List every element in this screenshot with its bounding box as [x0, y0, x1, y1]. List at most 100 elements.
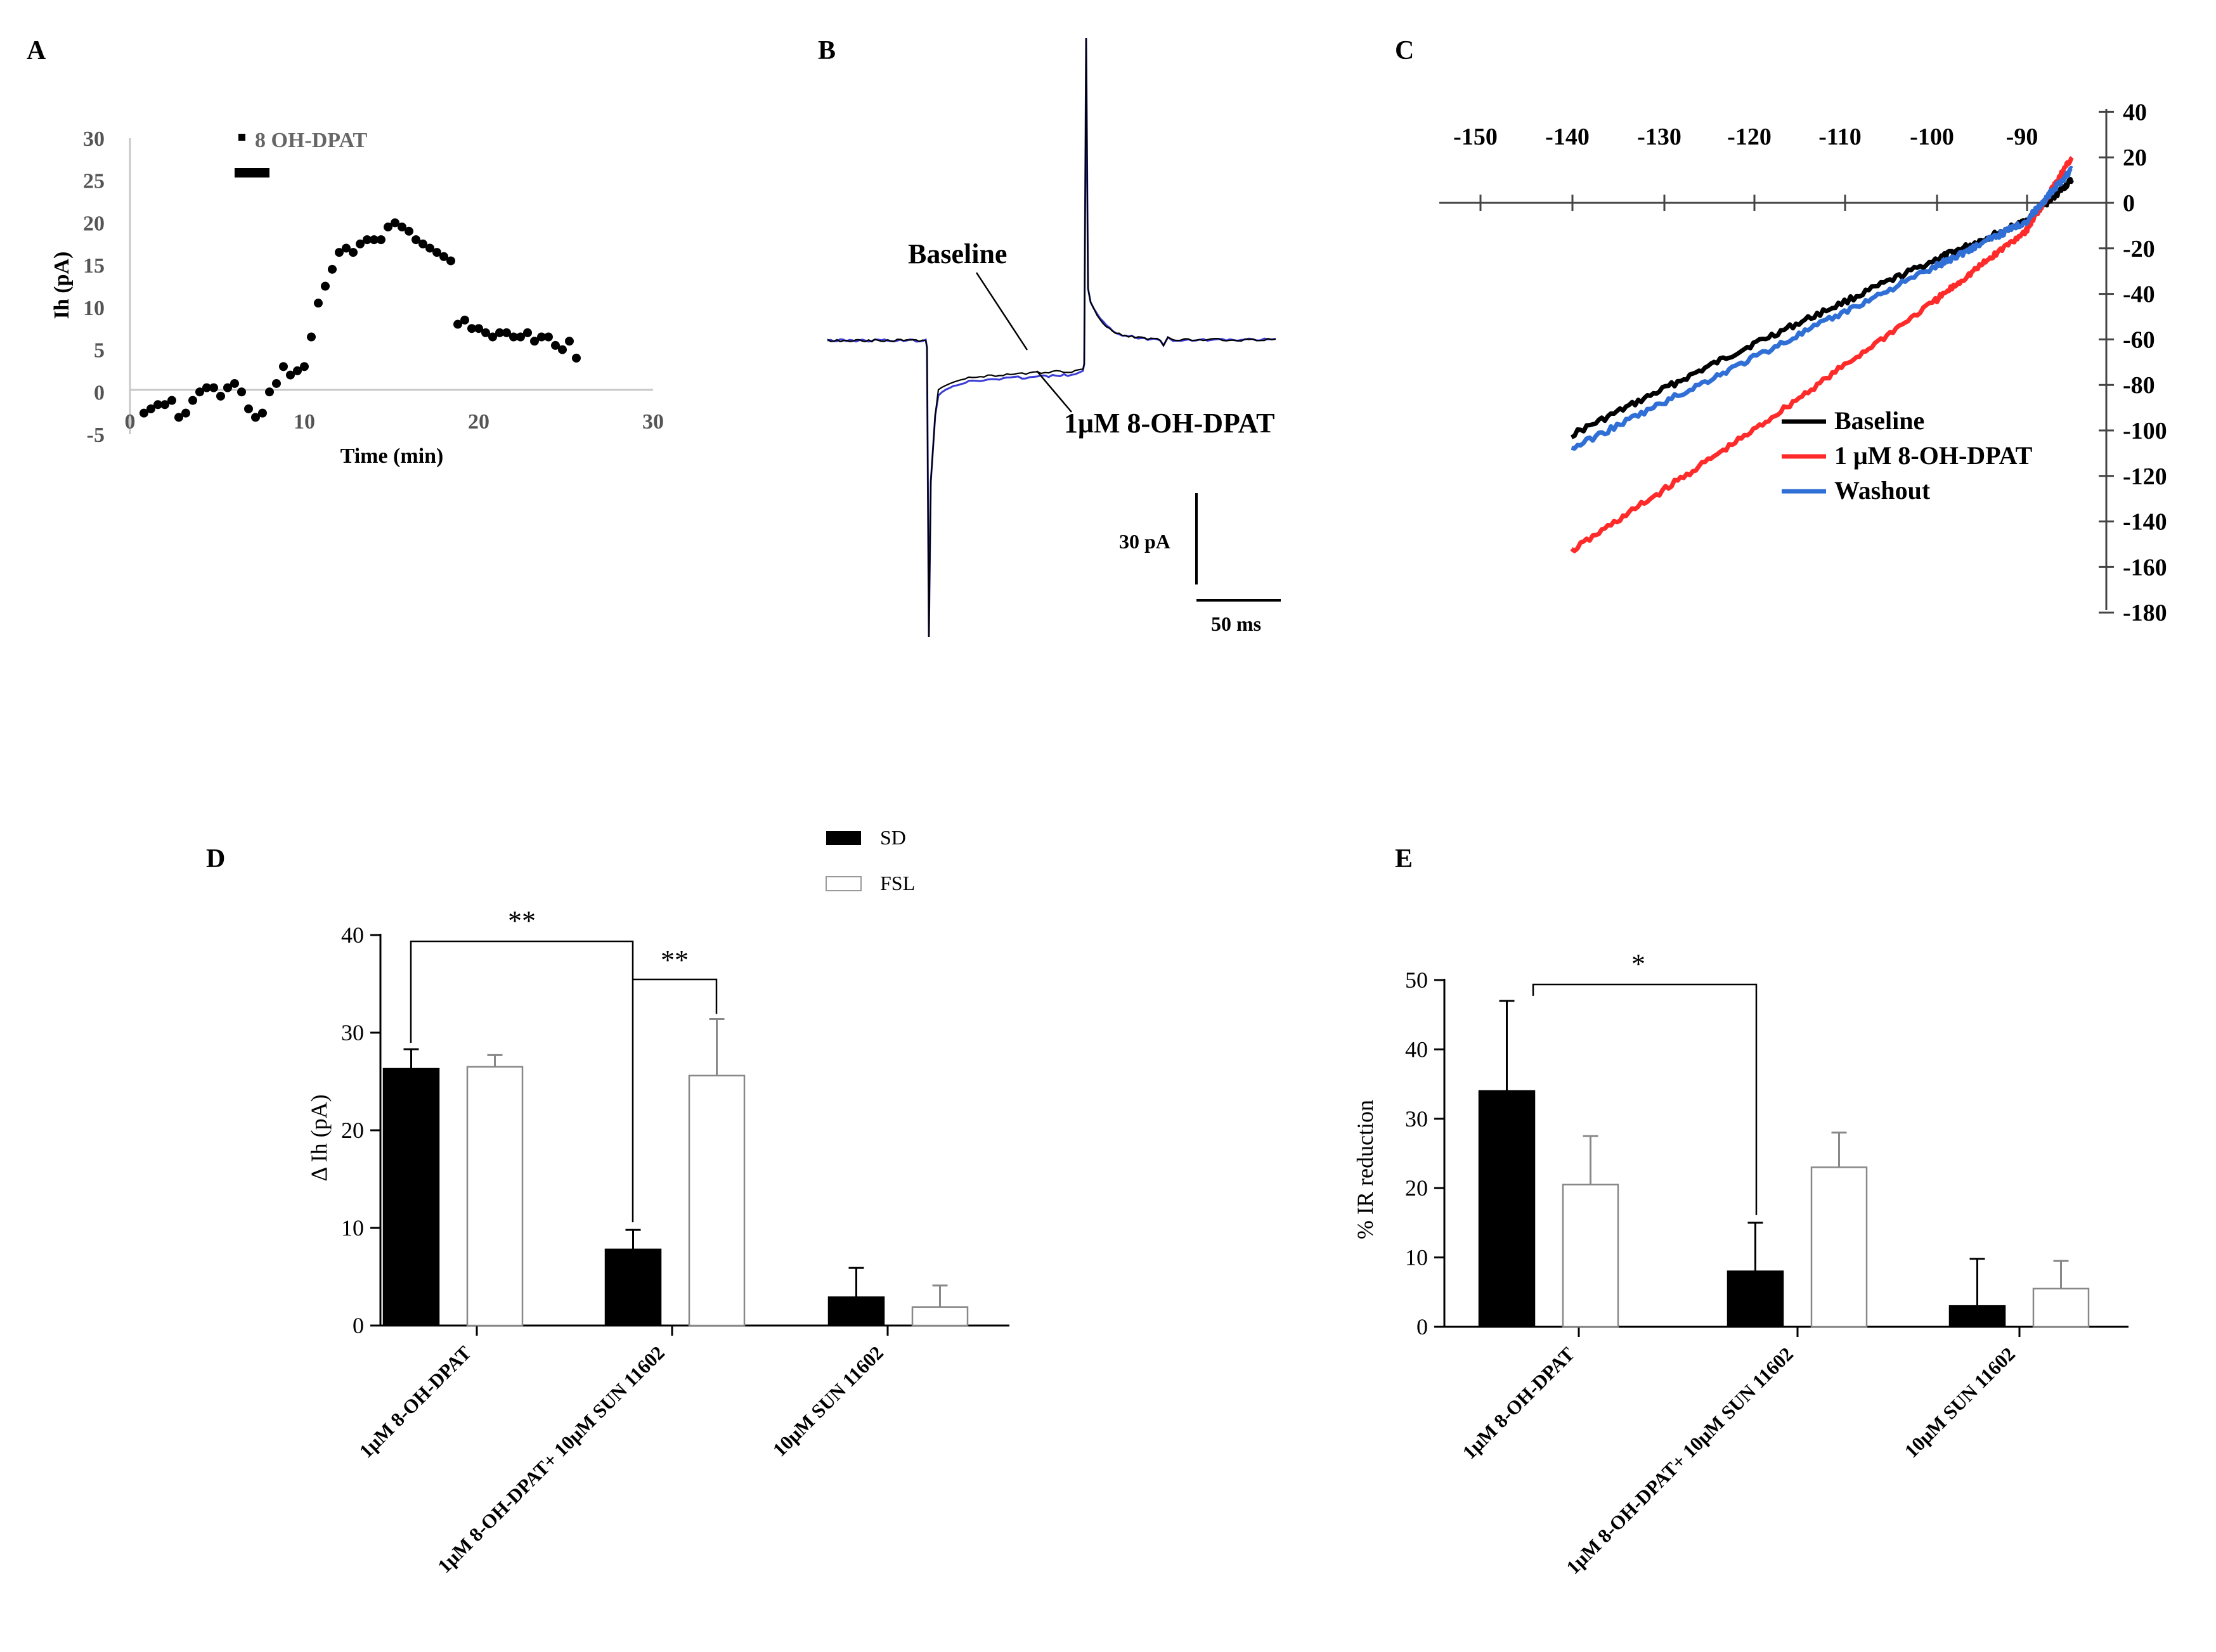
b-pointer-baseline	[975, 272, 1028, 351]
c-y-tick-11: -180	[2123, 600, 2167, 626]
d-significance: ** **	[410, 905, 718, 1223]
a-point	[425, 243, 434, 253]
c-y-tick-10: -160	[2123, 554, 2167, 581]
a-drug-bar	[235, 168, 269, 177]
a-point	[481, 328, 490, 337]
e-y-tick-0: 0	[1416, 1314, 1428, 1339]
a-point	[251, 413, 260, 422]
a-xlabel: Time (min)	[340, 444, 444, 468]
a-point	[418, 239, 427, 248]
a-ylabel: Ih (pA)	[50, 252, 74, 319]
a-point	[391, 218, 399, 228]
c-curves	[1570, 156, 2074, 553]
c-y-tick-3: -20	[2123, 236, 2155, 262]
c-y-tick-7: -100	[2123, 418, 2167, 444]
c-legend: Baseline 1 μM 8-OH-DPAT Washout	[1782, 406, 2033, 505]
a-point	[356, 239, 365, 248]
e-y-tick-2: 20	[1405, 1175, 1428, 1201]
a-x-tick-2: 20	[468, 410, 489, 434]
a-x-tick-1: 10	[294, 410, 315, 434]
a-point	[328, 264, 337, 274]
panel-label-e: E	[1395, 844, 1413, 874]
c-y-ticks: 40 20 0 -20 -40 -60 -80 -100 -120 -140 -160 -180	[2099, 99, 2167, 626]
a-x-ticks: 0 10 20 30	[125, 410, 664, 434]
a-point	[516, 332, 525, 342]
d-bars	[382, 1017, 969, 1327]
a-point	[237, 387, 246, 397]
panel-e-bar-chart: % IR reduction 0 10 20 30 40 50 * 1μM 8-OH-DP…	[1352, 948, 2129, 1578]
e-bar-sd	[1727, 1270, 1784, 1328]
e-bars	[1478, 1000, 2090, 1328]
e-category-label-1: 1μM 8-OH-DPAT+ 10μM SUN 11602	[1562, 1343, 1798, 1578]
c-x-tick-0: -150	[1453, 124, 1498, 150]
c-x-tick-1: -140	[1545, 124, 1590, 150]
d-bar-sd	[827, 1296, 885, 1327]
a-point	[370, 235, 379, 245]
a-points	[139, 218, 581, 422]
a-point	[488, 332, 497, 342]
a-point	[188, 396, 197, 405]
a-point	[300, 362, 309, 371]
d-legend-fsl-swatch	[826, 876, 862, 891]
c-legend-washout: Washout	[1834, 476, 1931, 505]
a-point	[209, 383, 218, 392]
a-point	[293, 366, 302, 375]
a-point	[244, 404, 253, 413]
a-point	[174, 413, 183, 422]
a-point	[139, 408, 148, 418]
a-point	[446, 256, 455, 266]
a-point	[398, 223, 406, 232]
a-point	[523, 328, 532, 337]
a-drug-label: 8 OH-DPAT	[255, 129, 368, 152]
a-point	[146, 404, 155, 413]
d-axes: 0 10 20 30 40	[341, 922, 1009, 1338]
a-point	[223, 383, 232, 392]
c-x-ticks: -150 -140 -130 -120 -110 -100 -90	[1453, 124, 2038, 211]
a-point	[167, 396, 176, 405]
a-point	[544, 332, 553, 342]
a-point	[160, 400, 169, 410]
e-y-tick-3: 30	[1405, 1106, 1428, 1132]
a-point	[258, 408, 267, 418]
d-bar-sd	[604, 1248, 662, 1327]
a-point	[495, 328, 504, 337]
d-y-tick-2: 20	[341, 1118, 364, 1143]
a-point	[265, 387, 274, 397]
e-bar-fsl	[1562, 1184, 1619, 1328]
a-y-tick-5: 20	[83, 212, 105, 235]
d-y-tick-1: 10	[341, 1215, 364, 1241]
e-ylabel: % IR reduction	[1352, 1100, 1378, 1239]
a-point	[572, 353, 581, 363]
panel-label-c: C	[1395, 36, 1414, 65]
a-point	[558, 345, 567, 354]
e-y-tick-5: 50	[1405, 967, 1428, 993]
a-point	[279, 362, 288, 371]
a-point	[286, 370, 295, 380]
e-bar-sd	[1478, 1090, 1536, 1328]
panel-c-iv-chart: -150 -140 -130 -120 -110 -100 -90 40 20 0 -20 -40 -…	[1439, 99, 2167, 626]
a-point	[551, 340, 560, 350]
a-point	[509, 332, 518, 342]
a-point	[181, 408, 190, 418]
c-curve-2	[1571, 165, 2074, 451]
panel-a-chart: Ih (pA) Time (min) 8 OH-DPAT 0 10 20 30 -5 0…	[50, 127, 664, 468]
e-axes: 0 10 20 30 40 50	[1405, 967, 2129, 1339]
d-bar-fsl	[688, 1074, 746, 1327]
a-point	[321, 281, 330, 291]
a-point	[230, 378, 239, 388]
e-y-tick-1: 10	[1405, 1245, 1428, 1270]
a-point	[432, 248, 441, 257]
a-point	[530, 337, 539, 346]
c-x-tick-2: -130	[1637, 124, 1681, 150]
c-y-tick-2: 0	[2123, 190, 2135, 217]
c-y-tick-0: 40	[2123, 99, 2147, 126]
b-label-dpat: 1μM 8-OH-DPAT	[1064, 408, 1274, 439]
c-x-tick-3: -120	[1727, 124, 1772, 150]
d-category-label-1: 1μM 8-OH-DPAT+ 10μM SUN 11602	[433, 1341, 669, 1577]
c-y-tick-1: 20	[2123, 145, 2147, 171]
e-bar-fsl	[1810, 1166, 1868, 1328]
d-legend-fsl: FSL	[880, 872, 915, 894]
